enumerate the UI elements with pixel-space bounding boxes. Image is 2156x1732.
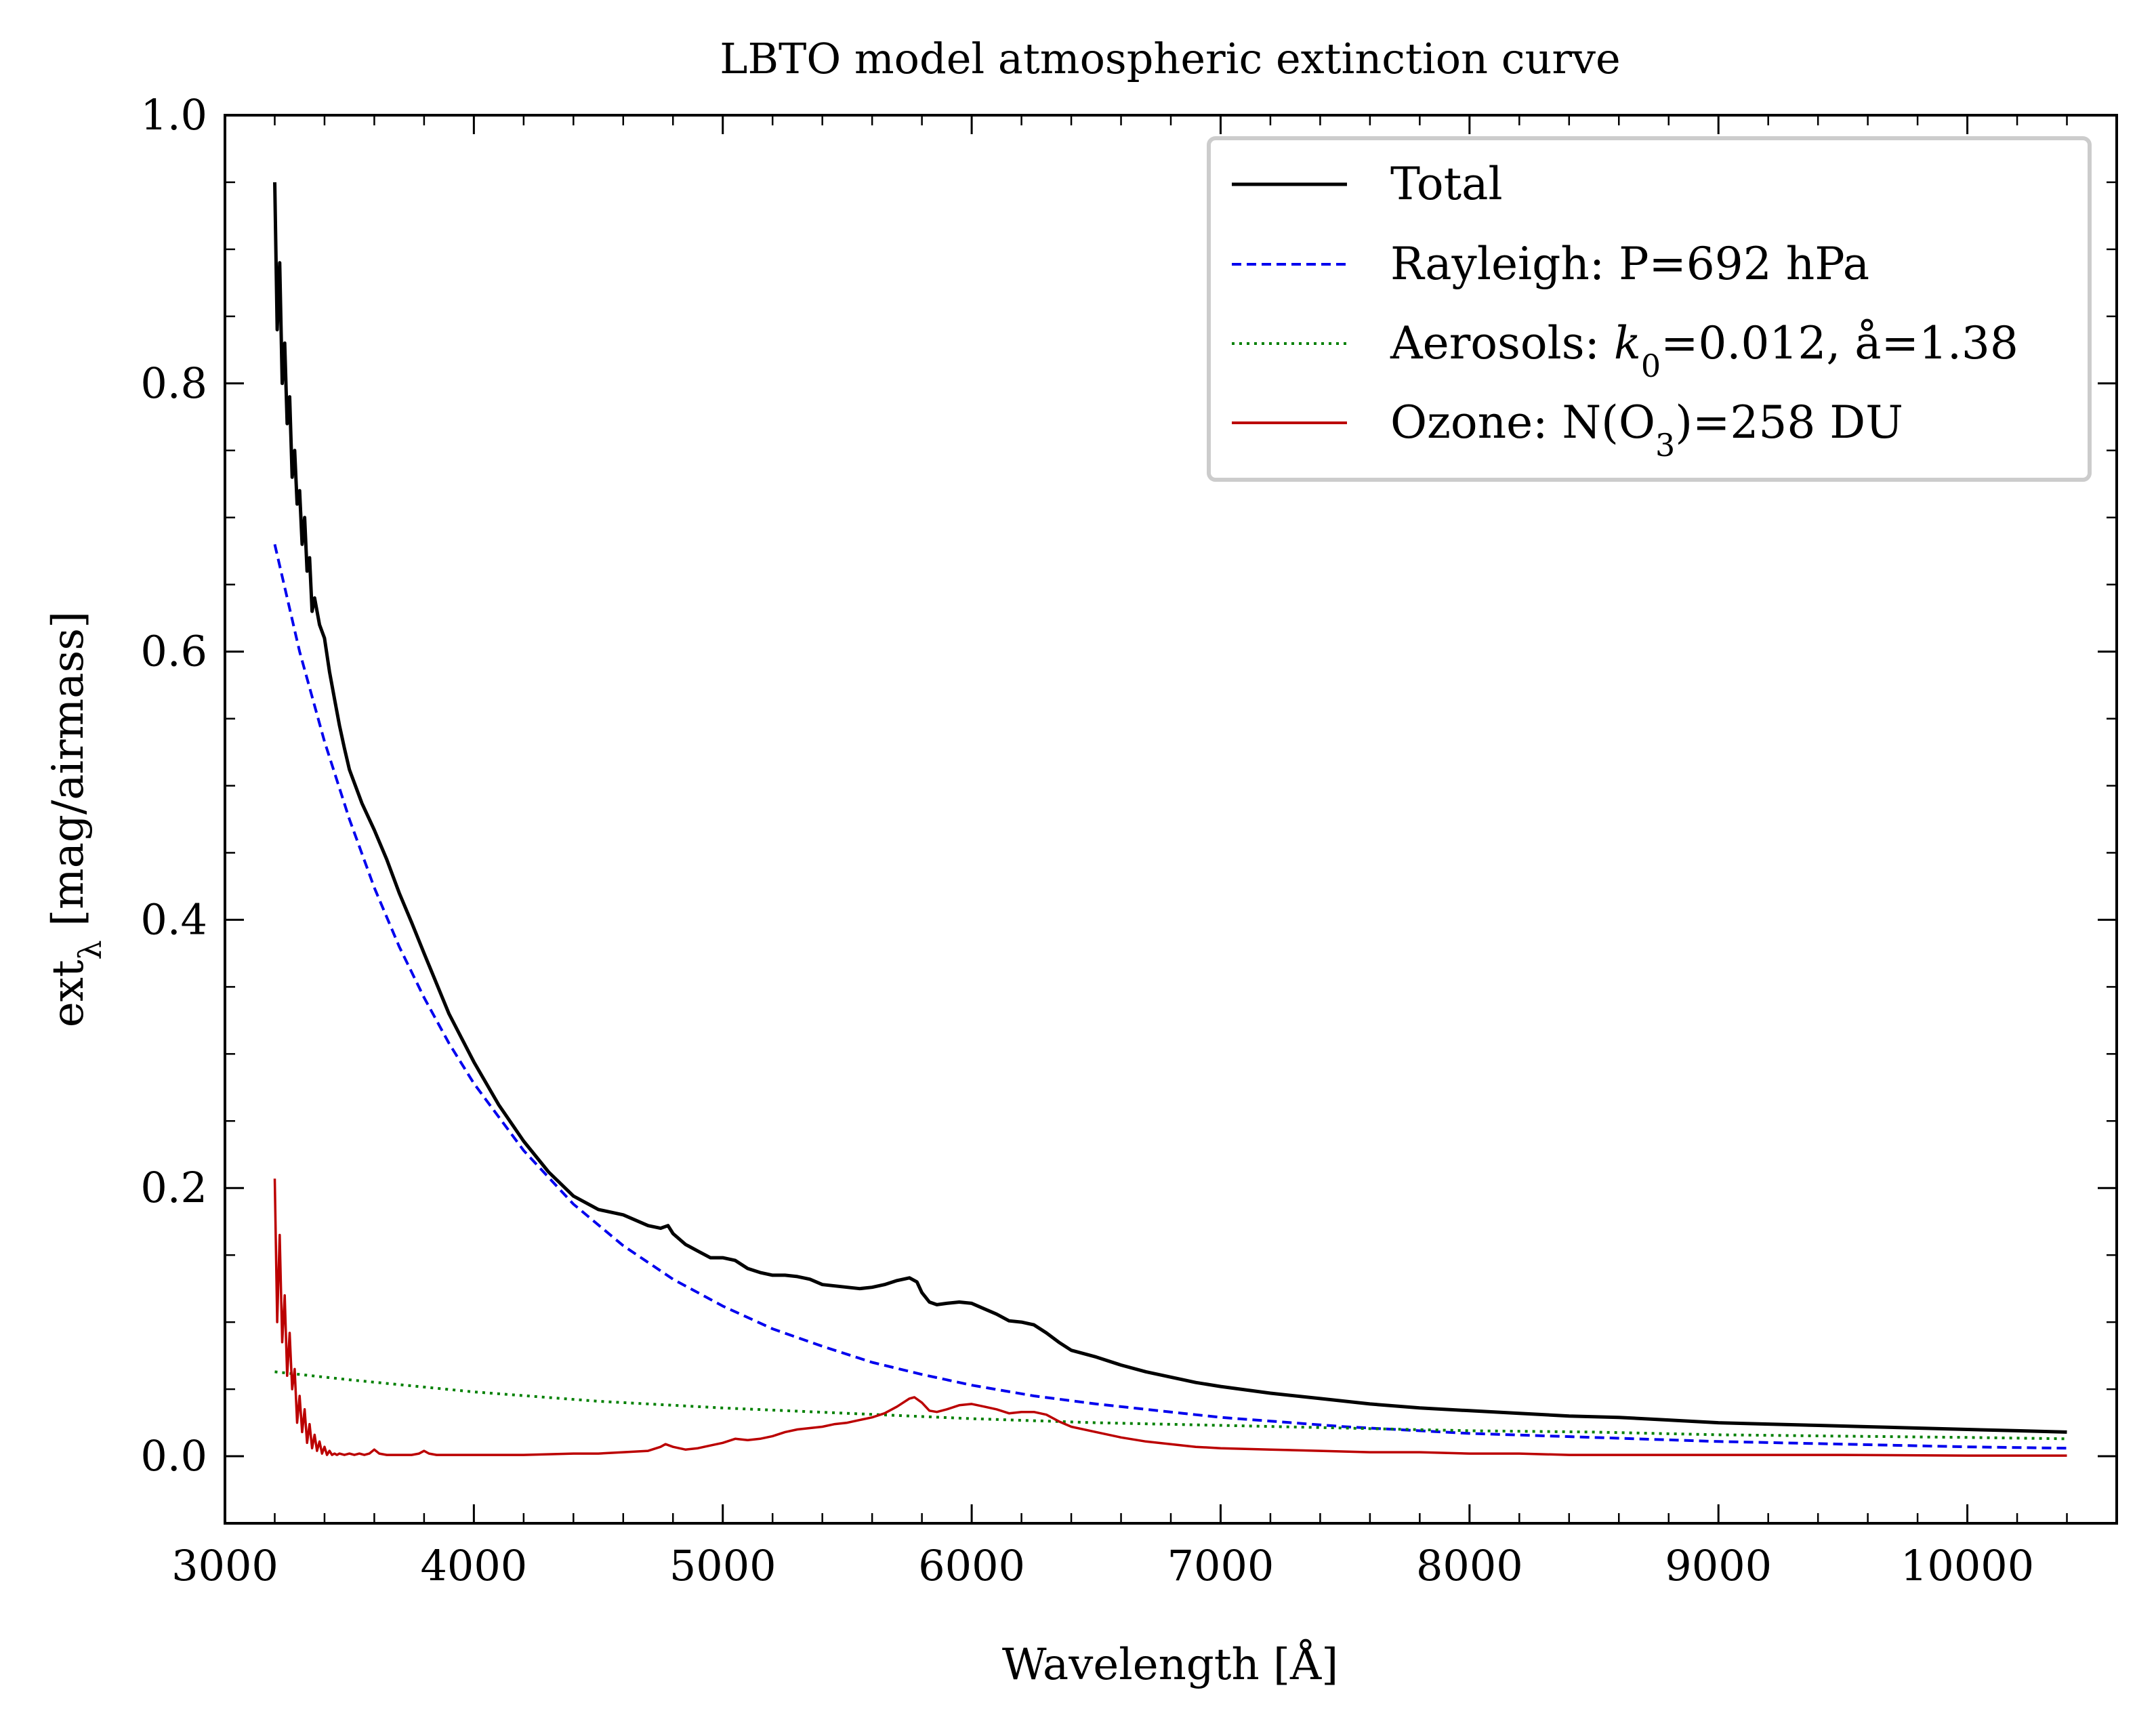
y-tick-label: 0.4: [140, 894, 207, 944]
x-tick-label: 9000: [1665, 1541, 1772, 1590]
y-tick-label: 1.0: [140, 90, 207, 140]
x-tick-label: 5000: [669, 1541, 776, 1590]
legend-label-rayleigh: Rayleigh: P=692 hPa: [1390, 238, 1869, 290]
series-line-rayleigh: [273, 543, 2067, 1450]
y-tick-label: 0.6: [140, 627, 207, 676]
y-axis-label-main: ext: [43, 960, 94, 1027]
tick-labels: 3000 4000 5000 6000 7000 8000 9000 10000 0.0 0.2 0…: [140, 90, 2034, 1590]
x-tick-label: 8000: [1416, 1541, 1523, 1590]
y-axis-label-unit: [mag/airmass]: [43, 611, 94, 940]
x-tick-label: 6000: [918, 1541, 1025, 1590]
y-axis-label-subscript: λ: [72, 940, 108, 960]
chart-title: LBTO model atmospheric extinction curve: [720, 34, 1620, 83]
x-tick-label: 7000: [1167, 1541, 1274, 1590]
x-tick-label: 4000: [420, 1541, 527, 1590]
y-axis-label: extλ [mag/airmass]: [43, 611, 108, 1027]
legend-label-ozone-rest: )=258 DU: [1675, 396, 1903, 449]
legend-label-ozone-sub: 3: [1655, 427, 1675, 463]
x-tick-label: 3000: [171, 1541, 278, 1590]
series-line-total: [273, 182, 2067, 1434]
legend-box: [1207, 136, 2092, 482]
series-layer: [273, 182, 2067, 1457]
legend-label-ozone-name: Ozone: N(O: [1390, 396, 1655, 449]
x-tick-label: 10000: [1901, 1541, 2034, 1590]
legend-label-aerosols-var: k: [1614, 317, 1641, 369]
y-tick-label: 0.0: [140, 1431, 207, 1481]
legend-label-aerosols: Aerosols: k0=0.012, å=1.38: [1390, 317, 2018, 384]
legend-label-aerosols-sub: 0: [1641, 348, 1661, 384]
series-line-aerosols: [274, 1370, 2067, 1441]
plot-area: [273, 182, 2067, 1457]
series-line-ozone: [273, 1178, 2067, 1457]
legend-label-ozone: Ozone: N(O3)=258 DU: [1390, 396, 1903, 463]
legend: Total Rayleigh: P=692 hPa Aerosols: k0=0…: [1207, 136, 2092, 482]
legend-label-total: Total: [1390, 158, 1503, 210]
axis-ticks: [224, 114, 2117, 1523]
x-axis-label: Wavelength [Å]: [1002, 1639, 1338, 1690]
legend-label-aerosols-rest: =0.012, å=1.38: [1661, 317, 2018, 369]
y-tick-label: 0.8: [140, 358, 207, 408]
y-tick-label: 0.2: [140, 1163, 207, 1212]
legend-label-aerosols-name: Aerosols:: [1390, 317, 1614, 369]
